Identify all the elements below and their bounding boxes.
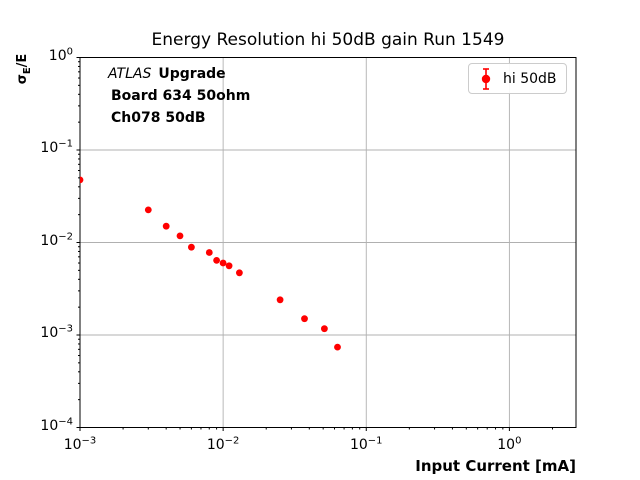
legend-label: hi 50dB [503,70,557,87]
chart-title: Energy Resolution hi 50dB gain Run 1549 [151,30,505,50]
y-tick-label: 100 [48,45,73,64]
data-point [301,315,308,323]
tick-exponent: −2 [224,435,240,447]
data-point [219,259,227,267]
tick-exponent: −1 [367,435,383,447]
y-tick-label: 10−4 [40,415,73,434]
tick-exponent: 0 [66,45,73,57]
data-point [80,176,84,184]
x-tick-label: 10−3 [63,435,97,453]
legend-point [481,74,491,83]
legend: hi 50dB [468,63,567,94]
data-point [162,222,170,230]
tick-exponent: 0 [515,435,522,447]
annotation-atlas: ATLAS [108,66,152,82]
tick-exponent: −3 [81,435,97,447]
data-point [334,343,341,351]
annotation-line-1: ATLAS Upgrade [108,63,250,85]
tick-exponent: −3 [58,323,73,335]
x-axis-label: Input Current [mA] [415,457,576,475]
x-tick-label: 10−2 [206,435,240,453]
x-tick-label: 10−1 [349,435,383,453]
y-tick-label: 10−2 [40,230,73,249]
data-point [225,262,233,270]
annotation-line-3: Ch078 50dB [111,110,206,126]
errorbar-marker-icon [481,67,491,90]
data-series [80,176,341,351]
data-point [276,296,284,304]
data-point [144,206,152,214]
data-point [176,232,184,240]
x-tick-label: 100 [497,435,522,453]
tick-exponent: −2 [58,230,73,242]
axes-spine [79,57,577,428]
annotation-upgrade: Upgrade [158,66,226,82]
y-tick-label: 10−1 [40,138,73,156]
data-point [213,257,221,264]
data-point [321,325,328,333]
annotation-block: ATLAS Upgrade Board 634 50ohm Ch078 50dB [108,63,250,129]
tick-exponent: −1 [58,138,73,150]
y-tick-label: 10−3 [40,323,73,341]
data-point [205,249,213,256]
tick-exponent: −4 [58,415,73,427]
data-point [236,269,243,277]
data-point [188,243,195,251]
annotation-line-2: Board 634 50ohm [111,88,251,104]
